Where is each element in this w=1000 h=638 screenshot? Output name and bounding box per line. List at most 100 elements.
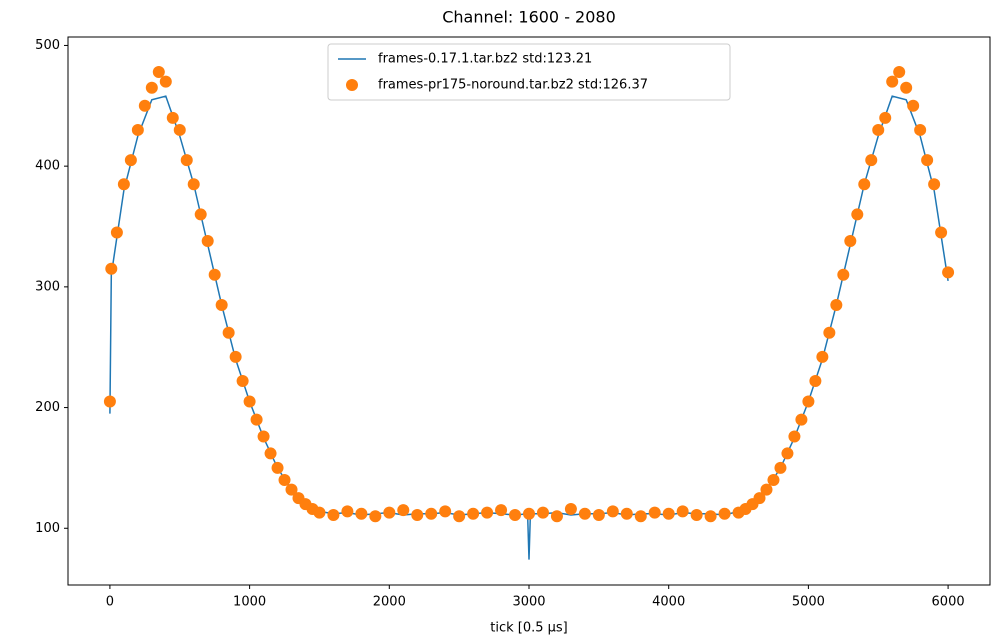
scatter-point	[634, 510, 647, 523]
scatter-point	[264, 447, 277, 460]
scatter-point	[879, 111, 892, 124]
y-tick-label: 300	[35, 279, 60, 294]
scatter-point	[886, 75, 899, 88]
scatter-point	[900, 81, 913, 94]
scatter-point	[250, 413, 263, 426]
scatter-point	[180, 154, 193, 167]
scatter-point	[704, 510, 717, 523]
scatter-point	[928, 178, 941, 191]
scatter-point	[606, 505, 619, 518]
scatter-point	[208, 268, 221, 281]
plot-frame	[67, 36, 991, 586]
scatter-point	[718, 507, 731, 520]
y-tick-label: 100	[35, 521, 60, 536]
scatter-point	[495, 504, 508, 517]
scatter-point	[753, 492, 766, 505]
scatter-point	[159, 75, 172, 88]
scatter-point	[278, 473, 291, 486]
scatter-point	[509, 508, 522, 521]
scatter-point	[397, 504, 410, 517]
scatter-point	[851, 208, 864, 221]
scatter-point	[369, 510, 382, 523]
scatter-point	[690, 508, 703, 521]
x-tick-label: 3000	[512, 595, 545, 610]
scatter-point	[907, 99, 920, 112]
scatter-point	[187, 178, 200, 191]
scatter-point	[236, 375, 249, 388]
scatter-point	[865, 154, 878, 167]
scatter-point	[774, 461, 787, 474]
y-tick-label: 200	[35, 400, 60, 415]
scatter-point	[173, 123, 186, 136]
scatter-point	[578, 507, 591, 520]
scatter-point	[105, 262, 118, 275]
scatter-point	[802, 395, 815, 408]
legend-swatch	[346, 79, 358, 91]
scatter-point	[285, 483, 298, 496]
scatter-point	[110, 226, 123, 239]
scatter-point	[355, 507, 368, 520]
x-tick-label: 4000	[652, 595, 685, 610]
legend-label: frames-0.17.1.tar.bz2 std:123.21	[378, 52, 592, 67]
scatter-point	[592, 508, 605, 521]
scatter-point	[439, 505, 452, 518]
scatter-point	[795, 413, 808, 426]
scatter-point	[194, 208, 207, 221]
scatter-point	[830, 298, 843, 311]
scatter-point	[523, 507, 535, 520]
scatter-point	[166, 111, 179, 124]
line-series	[109, 95, 949, 560]
scatter-point	[411, 508, 424, 521]
scatter-point	[103, 395, 116, 408]
scatter-point	[383, 506, 396, 519]
x-tick-label: 5000	[792, 595, 825, 610]
y-tick-label: 500	[35, 38, 60, 53]
scatter-point	[327, 508, 340, 521]
scatter-point	[341, 505, 354, 518]
scatter-point	[858, 178, 871, 191]
scatter-point	[145, 81, 158, 94]
scatter-point	[425, 507, 438, 520]
scatter-point	[152, 66, 165, 79]
scatter-point	[564, 502, 577, 515]
scatter-point	[271, 461, 284, 474]
scatter-point	[620, 507, 633, 520]
scatter-point	[117, 178, 130, 191]
scatter-point	[781, 447, 794, 460]
chart-title: Channel: 1600 - 2080	[442, 8, 616, 27]
scatter-point	[550, 510, 563, 523]
scatter-point	[942, 266, 955, 279]
x-tick-label: 1000	[233, 595, 266, 610]
scatter-point	[921, 154, 934, 167]
scatter-point	[788, 430, 801, 443]
scatter-point	[257, 430, 270, 443]
scatter-point	[215, 298, 228, 311]
scatter-point	[243, 395, 256, 408]
scatter-point	[453, 510, 466, 523]
scatter-point	[222, 326, 235, 339]
scatter-point	[481, 506, 494, 519]
scatter-point	[837, 268, 850, 281]
scatter-point	[844, 234, 857, 247]
scatter-point	[767, 473, 780, 486]
scatter-point	[124, 154, 137, 167]
scatter-point	[131, 123, 144, 136]
scatter-point	[816, 350, 829, 363]
legend-label: frames-pr175-noround.tar.bz2 std:126.37	[378, 78, 648, 93]
x-tick-label: 2000	[373, 595, 406, 610]
scatter-point	[676, 505, 689, 518]
scatter-point	[823, 326, 836, 339]
x-axis-label: tick [0.5 μs]	[490, 621, 568, 636]
scatter-point	[648, 506, 661, 519]
scatter-point	[872, 123, 885, 136]
scatter-point	[201, 234, 214, 247]
scatter-point	[893, 66, 906, 79]
legend-box	[327, 43, 731, 101]
scatter-point	[467, 507, 480, 520]
scatter-point	[138, 99, 151, 112]
scatter-point	[536, 506, 549, 519]
scatter-point	[914, 123, 927, 136]
scatter-point	[809, 375, 822, 388]
